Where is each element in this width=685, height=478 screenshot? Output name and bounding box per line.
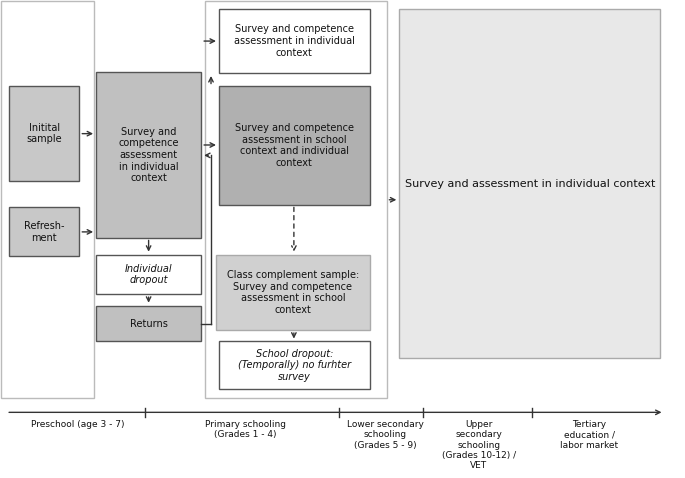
- Bar: [9, 207, 79, 257]
- Text: Survey and assessment in individual context: Survey and assessment in individual cont…: [405, 179, 655, 189]
- Text: Class complement sample:
Survey and competence
assessment in school
context: Class complement sample: Survey and comp…: [227, 270, 359, 315]
- Bar: [219, 9, 370, 73]
- Text: Returns: Returns: [129, 318, 168, 328]
- Text: Preschool (age 3 - 7): Preschool (age 3 - 7): [32, 420, 125, 429]
- Bar: [216, 255, 370, 330]
- Text: Tertiary
education /
labor market: Tertiary education / labor market: [560, 420, 618, 450]
- Text: School dropout:
(Temporally) no furhter
survey: School dropout: (Temporally) no furhter …: [238, 348, 351, 382]
- Text: Individual
dropout: Individual dropout: [125, 263, 173, 285]
- Bar: [96, 305, 201, 341]
- Text: Refresh-
ment: Refresh- ment: [24, 221, 64, 243]
- Text: Survey and competence
assessment in school
context and individual
context: Survey and competence assessment in scho…: [235, 123, 354, 168]
- Text: Lower secondary
schooling
(Grades 5 - 9): Lower secondary schooling (Grades 5 - 9): [347, 420, 424, 450]
- Bar: [1, 1, 94, 398]
- Text: Survey and
competence
assessment
in individual
context: Survey and competence assessment in indi…: [119, 127, 179, 183]
- Text: Survey and competence
assessment in individual
context: Survey and competence assessment in indi…: [234, 24, 355, 58]
- Bar: [96, 72, 201, 238]
- Bar: [9, 87, 79, 181]
- Bar: [206, 1, 386, 398]
- Bar: [219, 87, 370, 205]
- Text: Upper
secondary
schooling
(Grades 10-12) /
VET: Upper secondary schooling (Grades 10-12)…: [442, 420, 516, 470]
- Bar: [219, 341, 370, 389]
- Text: Initital
sample: Initital sample: [27, 123, 62, 144]
- Bar: [96, 255, 201, 294]
- Bar: [399, 9, 660, 358]
- Text: Primary schooling
(Grades 1 - 4): Primary schooling (Grades 1 - 4): [205, 420, 286, 439]
